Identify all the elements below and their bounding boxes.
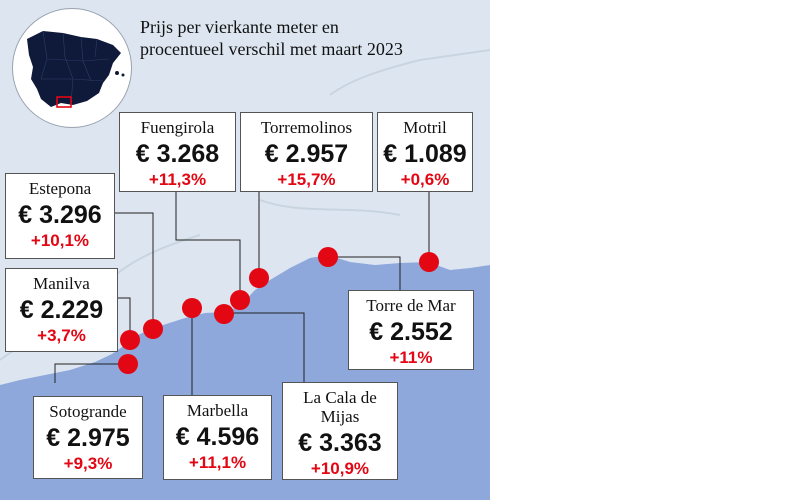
label-manilva: Manilva € 2.229 +3,7% [5,268,118,352]
marker-torre-de-mar [318,247,338,267]
place-name: Fuengirola [140,118,215,137]
place-price: € 2.957 [264,140,349,168]
label-estepona: Estepona € 3.296 +10,1% [5,173,115,259]
place-name: Sotogrande [49,402,127,421]
place-change: +15,7% [277,170,336,189]
place-change: +11,3% [148,170,207,189]
place-price: € 3.363 [298,429,382,457]
place-change: +11% [389,348,433,367]
map-title: Prijs per vierkante meter en procentueel… [140,16,485,60]
place-name: Torre de Mar [366,296,456,315]
place-change: +10,1% [30,231,90,250]
place-price: € 2.229 [19,296,104,324]
map-area: Prijs per vierkante meter en procentueel… [0,0,490,500]
place-change: +3,7% [37,326,86,345]
marker-fuengirola [230,290,250,310]
place-price: € 2.552 [369,318,453,346]
title-line-1: Prijs per vierkante meter en [140,17,339,37]
red-rectangle-highlight [56,96,72,108]
spain-inset-map [12,8,132,128]
connector-lines [54,192,430,395]
place-price: € 3.268 [135,140,220,168]
place-change: +11,1% [188,453,247,472]
place-price: € 2.975 [46,424,130,452]
place-name: Marbella [186,401,249,420]
title-line-2: procentueel verschil met maart 2023 [140,39,403,59]
marker-la-cala [214,304,234,324]
place-price: € 1.089 [383,140,467,168]
place-name: Torremolinos [260,118,353,137]
place-change: +10,9% [310,459,370,478]
marker-motril [419,252,439,272]
place-name: Motril [403,118,447,137]
label-motril: Motril € 1.089 +0,6% [377,112,473,192]
place-change: +9,3% [63,454,113,473]
place-change: +0,6% [400,170,450,189]
place-price: € 4.596 [175,423,260,451]
place-name: La Cala de Mijas [303,388,377,426]
place-price: € 3.296 [18,201,102,229]
label-la-cala: La Cala de Mijas € 3.363 +10,9% [282,382,398,480]
label-sotogrande: Sotogrande € 2.975 +9,3% [33,396,143,479]
place-name: Manilva [33,274,90,293]
spain-map-icon [27,30,125,108]
marker-sotogrande [118,354,138,374]
label-torre-de-mar: Torre de Mar € 2.552 +11% [348,290,474,370]
label-marbella: Marbella € 4.596 +11,1% [163,395,272,480]
marker-estepona [143,319,163,339]
place-name: Estepona [28,179,92,198]
marker-marbella [182,298,202,318]
marker-manilva [120,330,140,350]
label-torremolinos: Torremolinos € 2.957 +15,7% [240,112,373,192]
marker-torremolinos [249,268,269,288]
label-fuengirola: Fuengirola € 3.268 +11,3% [119,112,236,192]
